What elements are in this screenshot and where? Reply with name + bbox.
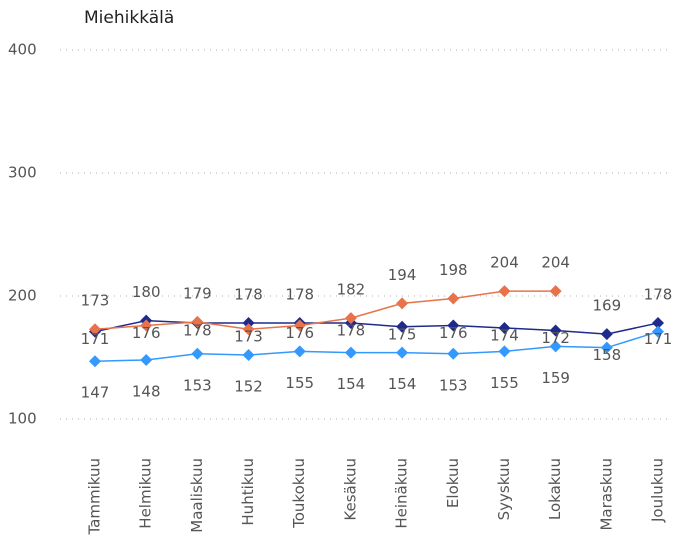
x-tick-label: Elokuu bbox=[444, 458, 462, 508]
x-tick-label: Lokakuu bbox=[546, 458, 564, 520]
point bbox=[242, 323, 255, 336]
data-label: 169 bbox=[592, 297, 621, 315]
x-tick-label: Joulukuu bbox=[649, 458, 667, 523]
point bbox=[549, 285, 562, 298]
data-label: 175 bbox=[388, 325, 417, 343]
data-label: 182 bbox=[337, 281, 366, 299]
point bbox=[89, 323, 101, 336]
data-label: 180 bbox=[132, 283, 161, 301]
point bbox=[89, 355, 101, 368]
x-tick-label: Toukokuu bbox=[290, 458, 308, 529]
x-tick-label: Maraskuu bbox=[597, 458, 615, 531]
point bbox=[549, 324, 562, 337]
point bbox=[600, 328, 613, 341]
data-label: 204 bbox=[490, 254, 519, 272]
point bbox=[396, 297, 409, 310]
x-tick-label: Syyskuu bbox=[495, 458, 513, 520]
point bbox=[140, 353, 153, 366]
point bbox=[600, 341, 613, 354]
point bbox=[447, 319, 460, 332]
data-label: 171 bbox=[81, 330, 110, 348]
series-line bbox=[94, 330, 659, 362]
point bbox=[652, 317, 664, 330]
data-label: 153 bbox=[183, 376, 212, 394]
point bbox=[242, 349, 255, 362]
point bbox=[498, 345, 511, 358]
data-label: 159 bbox=[541, 369, 570, 387]
point bbox=[447, 292, 460, 305]
chart-title: Miehikkälä bbox=[84, 8, 174, 28]
data-label: 176 bbox=[285, 324, 314, 342]
point bbox=[447, 347, 460, 360]
data-label: 148 bbox=[132, 382, 161, 400]
point bbox=[498, 321, 511, 334]
x-tick-label: Huhtikuu bbox=[239, 458, 257, 526]
data-label: 178 bbox=[183, 322, 212, 340]
data-label: 147 bbox=[81, 384, 110, 402]
data-label: 173 bbox=[234, 328, 263, 346]
x-tick-label: Kesäkuu bbox=[341, 458, 359, 521]
y-tick-label: 200 bbox=[8, 287, 37, 305]
data-label: 194 bbox=[388, 266, 417, 284]
point bbox=[293, 345, 306, 358]
data-label: 173 bbox=[81, 292, 110, 310]
point bbox=[191, 315, 204, 328]
point bbox=[344, 346, 357, 359]
data-label: 179 bbox=[183, 284, 212, 302]
point bbox=[242, 317, 255, 330]
point bbox=[191, 347, 204, 360]
data-label: 153 bbox=[439, 376, 468, 394]
point bbox=[652, 325, 664, 338]
x-tick-label: Tammikuu bbox=[86, 458, 104, 536]
data-label: 171 bbox=[644, 330, 673, 348]
y-tick-label: 100 bbox=[8, 410, 37, 428]
data-label: 155 bbox=[285, 374, 314, 392]
data-label: 178 bbox=[337, 322, 366, 340]
series-line bbox=[94, 290, 556, 330]
data-label: 154 bbox=[337, 375, 366, 393]
data-label: 198 bbox=[439, 261, 468, 279]
point bbox=[498, 285, 511, 298]
data-label: 154 bbox=[388, 375, 417, 393]
data-label: 172 bbox=[541, 329, 570, 347]
data-label: 174 bbox=[490, 326, 519, 344]
point bbox=[549, 340, 562, 353]
data-label: 176 bbox=[132, 324, 161, 342]
y-tick-label: 400 bbox=[8, 41, 37, 59]
data-label: 178 bbox=[234, 286, 263, 304]
data-label: 158 bbox=[592, 346, 621, 364]
point bbox=[140, 319, 153, 332]
point bbox=[344, 312, 357, 325]
x-tick-label: Maaliskuu bbox=[188, 458, 206, 533]
data-label: 152 bbox=[234, 378, 263, 396]
data-label: 178 bbox=[644, 286, 673, 304]
point bbox=[396, 320, 409, 333]
data-label: 204 bbox=[541, 254, 570, 272]
data-label: 176 bbox=[439, 324, 468, 342]
y-tick-label: 300 bbox=[8, 164, 37, 182]
data-label: 155 bbox=[490, 374, 519, 392]
x-tick-label: Helmikuu bbox=[137, 458, 155, 529]
data-label: 178 bbox=[285, 286, 314, 304]
point bbox=[396, 346, 409, 359]
point bbox=[293, 319, 306, 332]
x-tick-label: Heinäkuu bbox=[393, 458, 411, 529]
